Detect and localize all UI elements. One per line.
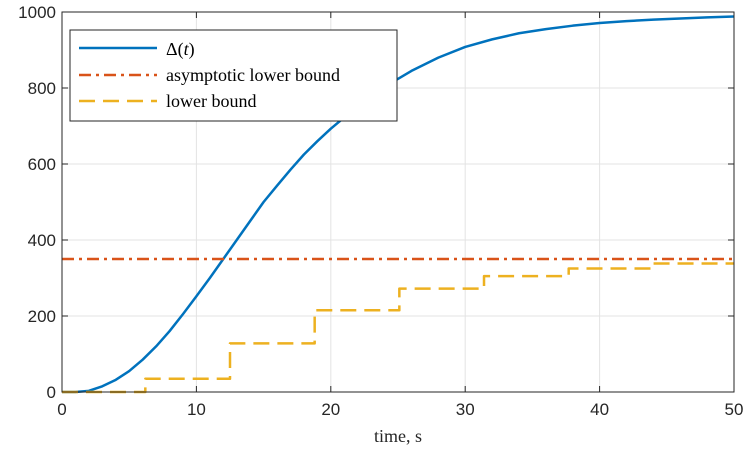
- x-tick-label: 50: [725, 400, 744, 419]
- plot-frame: [61, 11, 735, 393]
- y-tick-label: 600: [28, 155, 56, 174]
- x-tick-label: 30: [456, 400, 475, 419]
- y-tick-label: 400: [28, 231, 56, 250]
- y-tick-label: 200: [28, 307, 56, 326]
- legend-label-delta: Δ(t): [166, 39, 195, 60]
- x-tick-label: 0: [57, 400, 66, 419]
- x-axis-title: time, s: [374, 426, 422, 446]
- ticks: 0 10 20 30 40 50 0 200 400 600 800 1000: [18, 3, 743, 419]
- legend-box: [69, 29, 398, 122]
- series-layer: [62, 15, 735, 394]
- x-tick-label: 10: [187, 400, 206, 419]
- y-tick-label: 0: [47, 383, 56, 402]
- legend: Δ(t) asymptotic lower bound lower bound: [69, 29, 398, 122]
- legend-label-lower-bound: lower bound: [166, 91, 256, 111]
- y-tick-label: 800: [28, 79, 56, 98]
- series-line-2: [62, 262, 734, 394]
- x-tick-label: 20: [321, 400, 340, 419]
- series-line-0: [62, 15, 735, 394]
- x-tick-label: 40: [590, 400, 609, 419]
- legend-label-asymptotic: asymptotic lower bound: [166, 65, 340, 85]
- y-tick-label: 1000: [18, 3, 56, 22]
